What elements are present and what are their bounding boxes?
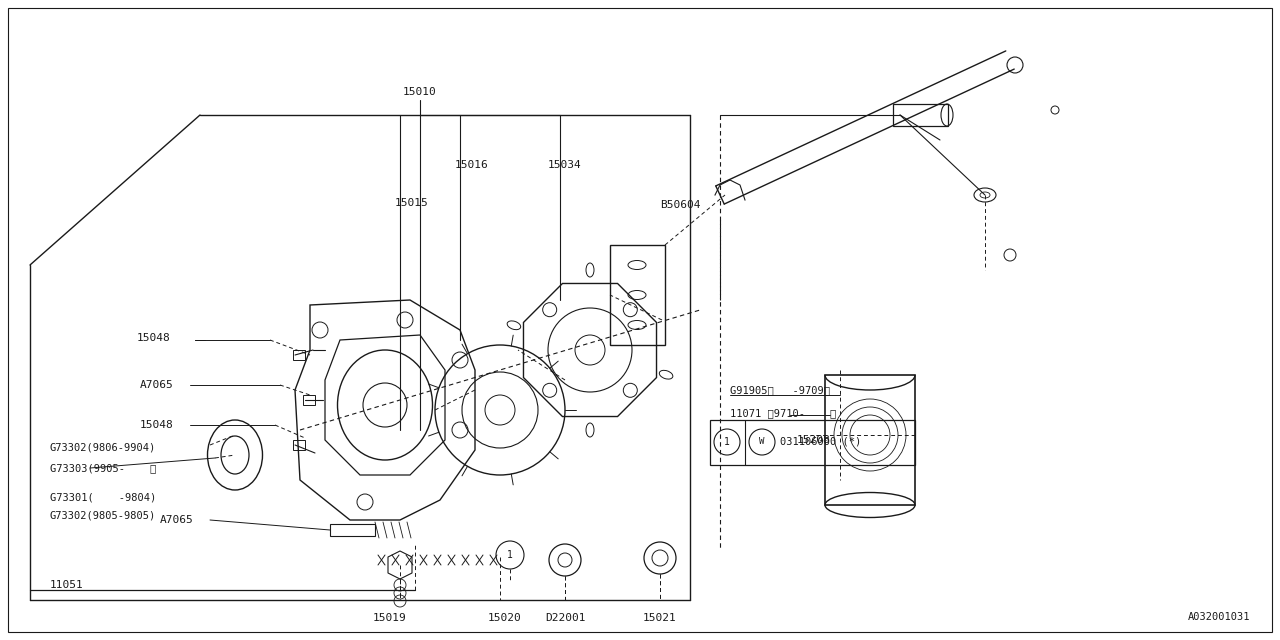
Text: 15021: 15021 bbox=[643, 613, 677, 623]
Text: 15208: 15208 bbox=[797, 435, 831, 445]
Text: 1: 1 bbox=[724, 437, 730, 447]
Bar bbox=[293, 350, 305, 360]
Text: 11051: 11051 bbox=[50, 580, 83, 590]
Text: 031106000 (*): 031106000 (*) bbox=[780, 437, 861, 447]
Bar bbox=[611, 245, 666, 345]
Text: 15019: 15019 bbox=[374, 613, 407, 623]
Text: G73302(9805-9805): G73302(9805-9805) bbox=[50, 511, 156, 521]
Bar bbox=[826, 375, 915, 505]
Text: 15048: 15048 bbox=[137, 333, 170, 343]
Bar bbox=[303, 395, 315, 405]
Text: 15048: 15048 bbox=[140, 420, 174, 430]
Text: A7065: A7065 bbox=[160, 515, 193, 525]
Bar bbox=[893, 104, 948, 126]
Bar bbox=[710, 420, 915, 465]
Text: 15015: 15015 bbox=[396, 198, 429, 208]
Text: W: W bbox=[759, 438, 764, 447]
Text: 15010: 15010 bbox=[403, 87, 436, 97]
Text: 1: 1 bbox=[507, 550, 513, 560]
Text: 15020: 15020 bbox=[488, 613, 522, 623]
Text: 15034: 15034 bbox=[548, 160, 581, 170]
Text: G73301(    -9804): G73301( -9804) bbox=[50, 493, 156, 503]
Text: G73302(9806-9904): G73302(9806-9904) bbox=[50, 443, 156, 453]
Text: A7065: A7065 bbox=[140, 380, 174, 390]
Bar bbox=[293, 440, 305, 450]
Text: G91905（   -9709）: G91905（ -9709） bbox=[730, 385, 829, 395]
Text: G73303(9905-    〉: G73303(9905- 〉 bbox=[50, 463, 156, 473]
Bar bbox=[330, 524, 375, 536]
Text: B50604: B50604 bbox=[660, 200, 700, 210]
Text: 11071 （9710-    ）: 11071 （9710- ） bbox=[730, 408, 836, 418]
Text: A032001031: A032001031 bbox=[1188, 612, 1251, 622]
Text: D22001: D22001 bbox=[545, 613, 585, 623]
Text: 15016: 15016 bbox=[454, 160, 489, 170]
